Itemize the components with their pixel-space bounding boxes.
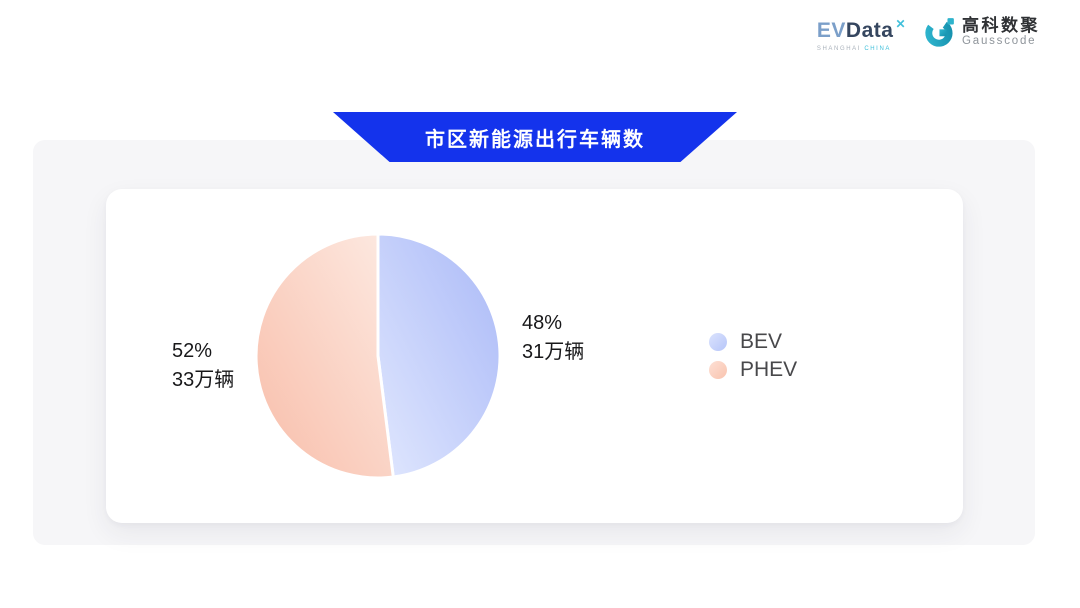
phev-percent: 52% [172,340,213,362]
chart-title: 市区新能源出行车辆数 [425,128,645,151]
phev-legend-dot-icon [709,361,727,379]
evdata-x-icon: ✕ [895,17,906,31]
chart-legend: BEV PHEV [709,328,797,384]
bev-legend-label: BEV [740,330,783,353]
bev-percent: 48% [522,312,563,334]
chart-title-banner: 市区新能源出行车辆数 [333,112,737,162]
phev-legend-label: PHEV [740,358,798,381]
evdata-ev-text: EV [816,19,846,42]
phev-slice-label: 52% 33万辆 [172,337,234,395]
evdata-wordmark: EVData ✕ [816,17,906,44]
bev-legend-dot-icon [709,333,727,351]
gausscode-en: Gausscode [962,35,1037,47]
chart-card: 48% 31万辆 52% 33万辆 BEV PHEV [106,189,963,523]
legend-item-bev[interactable]: BEV [709,328,797,356]
gausscode-icon [925,18,954,47]
phev-value: 33万辆 [172,369,235,391]
bev-value: 31万辆 [522,341,585,363]
evdata-subtext: SHANGHAI CHINA [816,46,891,52]
legend-item-phev[interactable]: PHEV [709,356,797,384]
pie-slice-bev[interactable] [376,232,502,479]
gausscode-logo: 高科数聚 Gausscode [924,16,1040,48]
pie-slice-phev[interactable] [254,232,395,480]
evdata-logo: EVData ✕ SHANGHAI CHINA [816,17,906,52]
evdata-data-text: Data [845,19,894,42]
pie-chart [254,232,502,480]
gausscode-text: 高科数聚 Gausscode [962,16,1040,48]
gausscode-cn: 高科数聚 [962,16,1040,35]
header-logos: EVData ✕ SHANGHAI CHINA 高科数聚 Gausscode [817,16,1040,52]
bev-slice-label: 48% 31万辆 [522,309,584,367]
